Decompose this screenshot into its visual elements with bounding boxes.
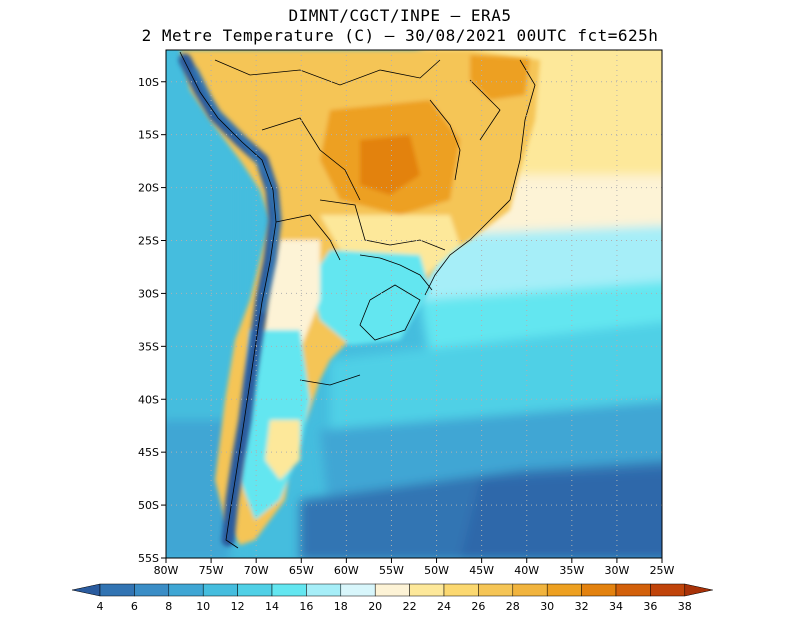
colorbar-label: 30	[540, 600, 554, 613]
colorbar-label: 38	[678, 600, 692, 613]
map-title-line-2: 2 Metre Temperature (C) – 30/08/2021 00U…	[141, 26, 659, 45]
lon-tick-label: 80W	[154, 564, 179, 577]
colorbar-label: 12	[231, 600, 245, 613]
colorbar-bin	[306, 583, 342, 597]
lon-tick-label: 40W	[514, 564, 539, 577]
lon-tick-label: 70W	[244, 564, 269, 577]
colorbar-bin	[168, 583, 204, 597]
andes-core	[192, 67, 281, 313]
lon-tick-label: 25W	[650, 564, 675, 577]
colorbar-label: 10	[196, 600, 210, 613]
colorbar-arrow-low	[71, 583, 101, 597]
colorbar-label: 20	[368, 600, 382, 613]
colorbar-label: 36	[643, 600, 657, 613]
lon-tick-label: 65W	[289, 564, 314, 577]
colorbar-label: 18	[334, 600, 348, 613]
colorbar-label: 6	[131, 600, 138, 613]
colorbar-arrow-high	[684, 583, 713, 597]
land-hot-northeast	[470, 55, 530, 100]
colorbar-bin	[409, 583, 445, 597]
colorbar-bin	[374, 583, 410, 597]
lon-tick-label: 60W	[334, 564, 359, 577]
land-hottest-core	[360, 135, 420, 195]
ocean-coldest-southeast	[460, 470, 662, 558]
colorbar-label: 28	[506, 600, 520, 613]
lat-tick-label: 50S	[138, 499, 159, 512]
lat-tick-label: 40S	[138, 393, 159, 406]
colorbar-bin	[478, 583, 514, 597]
lat-tick-label: 10S	[138, 76, 159, 89]
colorbar-label: 14	[265, 600, 279, 613]
colorbar-bin	[99, 583, 135, 597]
lat-tick-label: 25S	[138, 235, 159, 248]
colorbar-bin	[443, 583, 479, 597]
land-uruguay-pampa	[310, 250, 430, 345]
lon-tick-label: 55W	[379, 564, 404, 577]
map-plot-area	[166, 50, 662, 558]
colorbar: 4 6 8 10 12 14 16 18 20 22 24 26 28 30 32 34 36 38	[71, 583, 713, 613]
lat-tick-label: 20S	[138, 182, 159, 195]
lon-tick-label: 35W	[559, 564, 584, 577]
colorbar-bin	[615, 583, 651, 597]
colorbar-bin	[202, 583, 238, 597]
colorbar-bin	[650, 583, 686, 597]
ocean-cyan-band	[420, 281, 662, 360]
lat-tick-label: 55S	[138, 552, 159, 565]
lat-tick-label: 35S	[138, 340, 159, 353]
lat-tick-label: 45S	[138, 446, 159, 459]
colorbar-bin	[134, 583, 170, 597]
colorbar-bin	[512, 583, 548, 597]
colorbar-bin	[271, 583, 307, 597]
colorbar-label: 8	[165, 600, 172, 613]
colorbar-label: 22	[403, 600, 417, 613]
colorbar-bin	[581, 583, 617, 597]
colorbar-bin	[546, 583, 582, 597]
plot-frame	[165, 49, 663, 559]
lat-tick-label: 30S	[138, 287, 159, 300]
longitude-axis: 80W 75W 70W 65W 60W 55W 50W 45W 40W 35W 30W 25W	[154, 558, 675, 577]
lon-tick-label: 45W	[469, 564, 494, 577]
lon-tick-label: 30W	[604, 564, 629, 577]
lon-tick-label: 75W	[199, 564, 224, 577]
colorbar-label: 24	[437, 600, 451, 613]
colorbar-label: 16	[299, 600, 313, 613]
colorbar-label: 4	[97, 600, 104, 613]
land-south-brazil	[320, 215, 460, 280]
lon-tick-label: 50W	[424, 564, 449, 577]
country-borders	[179, 51, 536, 549]
colorbar-bin	[237, 583, 273, 597]
latitude-axis: 10S 15S 20S 25S 30S 35S 40S 45S 50S 55S	[138, 76, 166, 565]
colorbar-bin	[340, 583, 376, 597]
colorbar-label: 34	[609, 600, 623, 613]
land-patagonia-pale	[265, 420, 300, 480]
colorbar-label: 26	[471, 600, 485, 613]
lat-tick-label: 15S	[138, 129, 159, 142]
colorbar-label: 32	[575, 600, 589, 613]
map-title-line-1: DIMNT/CGCT/INPE – ERA5	[288, 6, 512, 25]
